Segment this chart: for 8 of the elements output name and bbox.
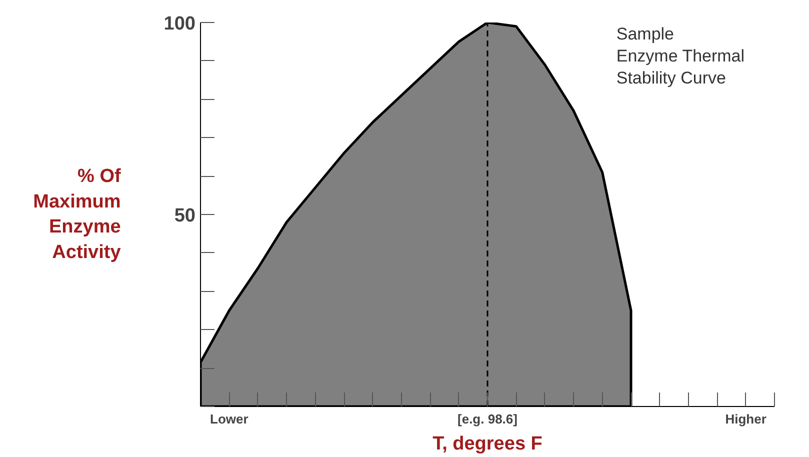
x-tick-label: Lower bbox=[210, 412, 248, 426]
y-tick-label: 100 bbox=[164, 14, 196, 34]
text: Sample Enzyme Thermal Stability Curve bbox=[616, 24, 745, 88]
x-axis-title: T, degrees F bbox=[432, 434, 542, 454]
x-tick-label: [e.g. 98.6] bbox=[458, 412, 518, 426]
y-tick-label: 50 bbox=[174, 206, 196, 226]
x-tick-label: Higher bbox=[725, 412, 766, 426]
y-axis-title: % Of Maximum Enzyme Activity bbox=[33, 166, 122, 263]
